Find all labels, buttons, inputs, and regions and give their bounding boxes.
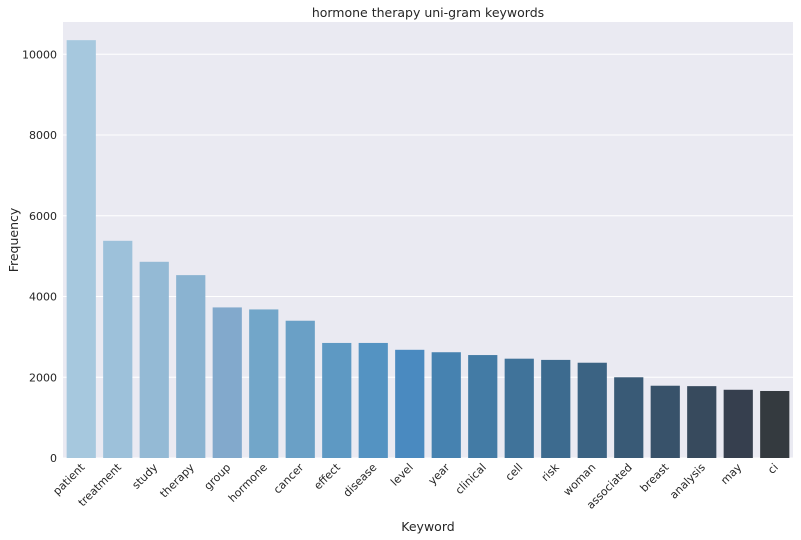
x-tick-label: hormone — [226, 461, 270, 505]
x-tick-label: group — [202, 461, 234, 493]
bar-effect — [322, 342, 352, 458]
y-tick-label: 2000 — [29, 371, 57, 384]
bar-study — [139, 261, 169, 458]
x-tick-label: therapy — [157, 461, 197, 501]
bar-disease — [358, 342, 388, 458]
x-axis-label: Keyword — [401, 519, 454, 534]
bar-level — [395, 349, 425, 458]
x-tick-label: ci — [765, 461, 781, 477]
x-tick-label: year — [426, 461, 453, 488]
y-tick-label: 4000 — [29, 291, 57, 304]
bar-cancer — [285, 320, 315, 458]
x-tick-label: cancer — [271, 461, 307, 497]
bar-year — [431, 352, 461, 458]
bar-breast — [650, 385, 680, 458]
x-tick-label: cell — [503, 461, 526, 484]
bar-therapy — [176, 275, 206, 458]
y-axis-label: Frequency — [6, 207, 21, 272]
y-tick-label: 0 — [50, 452, 57, 465]
x-tick-label: study — [130, 461, 161, 492]
bar-ci — [760, 390, 790, 458]
bar-woman — [577, 362, 607, 458]
x-tick-label: may — [718, 461, 744, 487]
bar-patient — [66, 40, 96, 459]
bar-group — [212, 307, 242, 458]
bars — [66, 40, 790, 459]
chart-title: hormone therapy uni-gram keywords — [312, 5, 544, 20]
y-axis-ticks: 0 2000 4000 6000 8000 10000 — [22, 48, 57, 465]
y-tick-label: 8000 — [29, 129, 57, 142]
x-tick-label: effect — [311, 460, 343, 492]
y-tick-label: 6000 — [29, 210, 57, 223]
bar-analysis — [687, 386, 717, 458]
bar-clinical — [468, 355, 498, 458]
x-tick-label: clinical — [453, 461, 489, 497]
x-tick-label: level — [388, 461, 416, 489]
bar-risk — [541, 359, 571, 458]
x-tick-label: risk — [539, 460, 563, 484]
x-tick-label: disease — [341, 461, 380, 500]
plot-area — [63, 22, 793, 458]
bar-may — [723, 389, 753, 458]
bar-cell — [504, 358, 534, 458]
bar-associated — [614, 377, 644, 458]
y-tick-label: 10000 — [22, 48, 57, 61]
bar-hormone — [249, 309, 279, 458]
bar-treatment — [103, 240, 133, 458]
x-tick-label: breast — [638, 460, 672, 494]
x-tick-label: analysis — [667, 461, 708, 502]
